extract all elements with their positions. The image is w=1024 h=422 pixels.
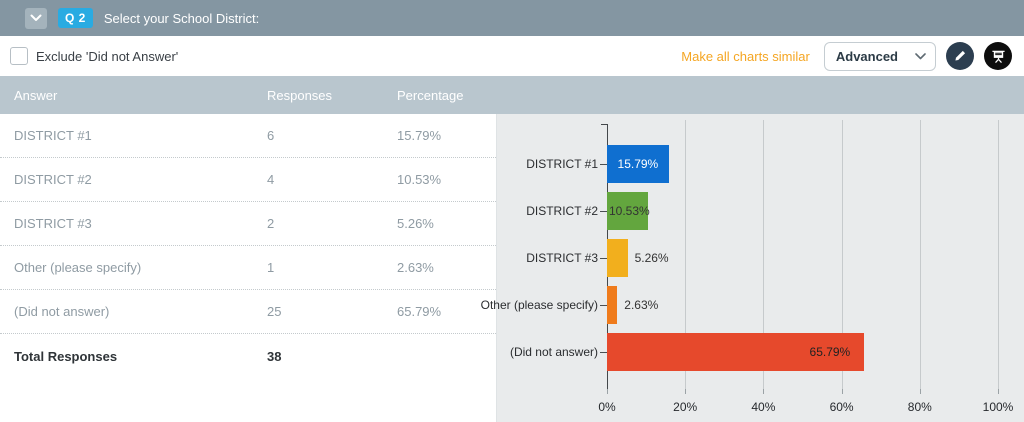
total-label: Total Responses — [14, 349, 267, 364]
collapse-question-button[interactable] — [25, 8, 47, 29]
survey-question-panel: Q 2 Select your School District: Exclude… — [0, 0, 1024, 422]
x-axis-tick — [607, 389, 608, 394]
chevron-down-icon — [30, 14, 42, 22]
table-row: DISTRICT #3 2 5.26% — [0, 202, 496, 246]
x-axis-tick — [920, 389, 921, 394]
category-tick — [600, 352, 607, 353]
percentage-cell: 5.26% — [397, 216, 496, 231]
make-all-charts-similar-link[interactable]: Make all charts similar — [681, 49, 810, 64]
answer-cell: DISTRICT #1 — [14, 128, 267, 143]
present-chart-button[interactable] — [984, 42, 1012, 70]
percentage-cell: 10.53% — [397, 172, 496, 187]
bar-value-label: 5.26% — [635, 252, 669, 264]
chart-bar: 65.79% — [607, 333, 864, 371]
category-label: DISTRICT #3 — [526, 251, 598, 265]
chart-bar: 15.79% — [607, 145, 669, 183]
table-row: DISTRICT #1 6 15.79% — [0, 114, 496, 158]
header-responses: Responses — [267, 88, 397, 103]
answer-cell: (Did not answer) — [14, 304, 267, 319]
responses-cell: 25 — [267, 304, 397, 319]
category-label: (Did not answer) — [510, 345, 598, 359]
bar-value-label: 10.53% — [609, 205, 650, 217]
chart-bar-row: (Did not answer) 65.79% — [607, 328, 998, 375]
responses-cell: 2 — [267, 216, 397, 231]
chart-plot-area: DISTRICT #1 15.79% DISTRICT #2 10.53% DI… — [607, 124, 998, 389]
question-header-bar: Q 2 Select your School District: — [0, 0, 1024, 36]
pencil-icon — [953, 49, 967, 63]
x-axis-tick-label: 0% — [598, 400, 615, 414]
table-row: (Did not answer) 25 65.79% — [0, 290, 496, 334]
category-label: DISTRICT #1 — [526, 157, 598, 171]
table-row: DISTRICT #2 4 10.53% — [0, 158, 496, 202]
answers-table: DISTRICT #1 6 15.79% DISTRICT #2 4 10.53… — [0, 114, 497, 422]
x-axis-tick — [763, 389, 764, 394]
presentation-screen-icon — [991, 49, 1006, 64]
percentage-cell: 2.63% — [397, 260, 496, 275]
edit-chart-button[interactable] — [946, 42, 974, 70]
responses-cell: 6 — [267, 128, 397, 143]
responses-cell: 4 — [267, 172, 397, 187]
table-total-row: Total Responses 38 — [0, 334, 496, 378]
category-label: DISTRICT #2 — [526, 204, 598, 218]
percentage-cell: 15.79% — [397, 128, 496, 143]
x-axis-tick — [842, 389, 843, 394]
responses-cell: 1 — [267, 260, 397, 275]
header-answer: Answer — [14, 88, 267, 103]
table-body: DISTRICT #1 6 15.79% DISTRICT #2 4 10.53… — [0, 114, 496, 334]
category-tick — [600, 164, 607, 165]
exclude-checkbox-label: Exclude 'Did not Answer' — [36, 49, 178, 64]
x-axis-tick-label: 40% — [751, 400, 775, 414]
answer-cell: DISTRICT #3 — [14, 216, 267, 231]
chart-bars: DISTRICT #1 15.79% DISTRICT #2 10.53% DI… — [607, 140, 998, 375]
chart-toolbar: Exclude 'Did not Answer' Make all charts… — [0, 36, 1024, 76]
chart-type-selected-value: Advanced — [836, 49, 898, 64]
chart-bar: 5.26% — [607, 239, 628, 277]
exclude-did-not-answer-checkbox[interactable] — [10, 47, 28, 65]
total-value: 38 — [267, 349, 397, 364]
results-content: DISTRICT #1 6 15.79% DISTRICT #2 4 10.53… — [0, 114, 1024, 422]
table-row: Other (please specify) 1 2.63% — [0, 246, 496, 290]
gridline — [998, 120, 999, 389]
table-header: Answer Responses Percentage — [0, 76, 1024, 114]
chevron-down-icon — [915, 53, 926, 60]
x-axis-tick-label: 80% — [908, 400, 932, 414]
chart-bar-row: DISTRICT #1 15.79% — [607, 140, 998, 187]
chart-bar: 10.53% — [607, 192, 648, 230]
header-percentage: Percentage — [397, 88, 1024, 103]
category-tick — [600, 305, 607, 306]
category-label: Other (please specify) — [481, 298, 598, 312]
bar-chart: DISTRICT #1 15.79% DISTRICT #2 10.53% DI… — [497, 114, 1024, 422]
bar-value-label: 65.79% — [607, 346, 864, 358]
chart-x-labels: 0%20%40%60%80%100% — [607, 400, 998, 415]
exclude-option: Exclude 'Did not Answer' — [10, 47, 178, 65]
chart-bar-row: DISTRICT #2 10.53% — [607, 187, 998, 234]
category-tick — [600, 258, 607, 259]
axis-top-tick — [601, 124, 607, 125]
chart-bar-row: DISTRICT #3 5.26% — [607, 234, 998, 281]
toolbar-actions: Make all charts similar Advanced — [681, 42, 1012, 71]
answer-cell: Other (please specify) — [14, 260, 267, 275]
chart-bar: 2.63% — [607, 286, 617, 324]
x-axis-tick-label: 60% — [830, 400, 854, 414]
chart-type-select[interactable]: Advanced — [824, 42, 936, 71]
answer-cell: DISTRICT #2 — [14, 172, 267, 187]
question-title: Select your School District: — [104, 11, 259, 26]
category-tick — [600, 211, 607, 212]
x-axis-tick — [998, 389, 999, 394]
x-axis-tick-label: 20% — [673, 400, 697, 414]
question-number-badge: Q 2 — [58, 8, 93, 28]
chart-x-ticks — [607, 389, 998, 394]
x-axis-tick — [685, 389, 686, 394]
x-axis-tick-label: 100% — [983, 400, 1014, 414]
chart-bar-row: Other (please specify) 2.63% — [607, 281, 998, 328]
bar-value-label: 15.79% — [607, 158, 669, 170]
bar-value-label: 2.63% — [624, 299, 658, 311]
